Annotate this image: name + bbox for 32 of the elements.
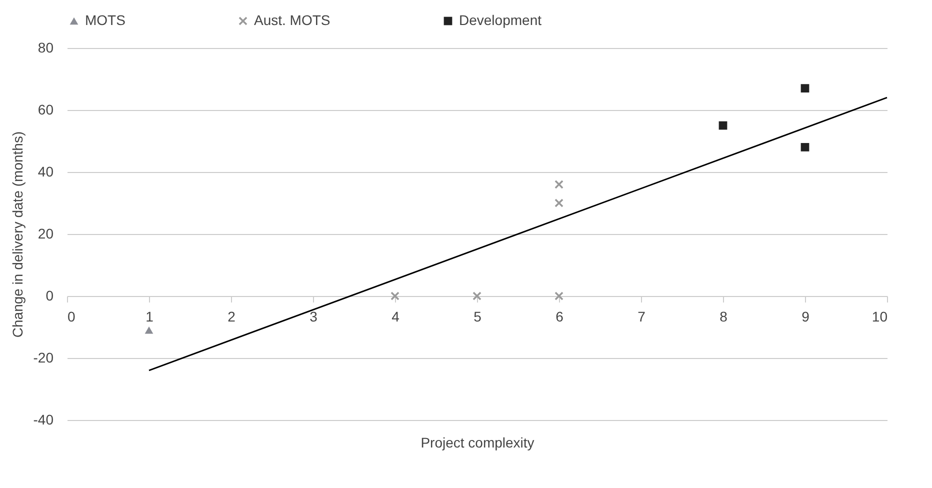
legend-label: MOTS <box>85 12 126 28</box>
y-tick-label: 80 <box>38 40 54 56</box>
legend-label: Development <box>459 12 542 28</box>
x-tick-label: 9 <box>802 308 810 324</box>
point <box>554 198 564 208</box>
y-tick-label: 0 <box>46 288 54 304</box>
x-tick-label: 3 <box>310 308 318 324</box>
x-tick-label: 5 <box>474 308 482 324</box>
x-tick-label: 1 <box>146 308 154 324</box>
point <box>144 326 154 334</box>
x-tick-label: 4 <box>392 308 400 324</box>
y-tick-label: -40 <box>33 412 54 428</box>
point <box>554 180 564 189</box>
point <box>472 292 482 300</box>
x-tick-label: 6 <box>556 308 564 324</box>
point <box>800 143 810 152</box>
y-tick-label: 20 <box>38 226 54 242</box>
x-tick-label: 10 <box>872 308 888 324</box>
legend-label: Aust. MOTS <box>254 12 330 28</box>
y-axis-title: Change in delivery date (months) <box>9 131 26 338</box>
x-tick-label: 8 <box>720 308 728 324</box>
y-tick-label: -20 <box>33 350 54 366</box>
x-tick-label: 7 <box>638 308 646 324</box>
x-tick-label: 0 <box>68 308 76 324</box>
point <box>390 292 400 300</box>
y-tick-label: 40 <box>38 164 54 180</box>
point <box>718 121 728 130</box>
point <box>554 292 564 300</box>
point <box>800 84 810 92</box>
y-tick-label: 60 <box>38 102 54 118</box>
x-axis-title: Project complexity <box>420 434 534 450</box>
x-tick-label: 2 <box>228 308 236 324</box>
